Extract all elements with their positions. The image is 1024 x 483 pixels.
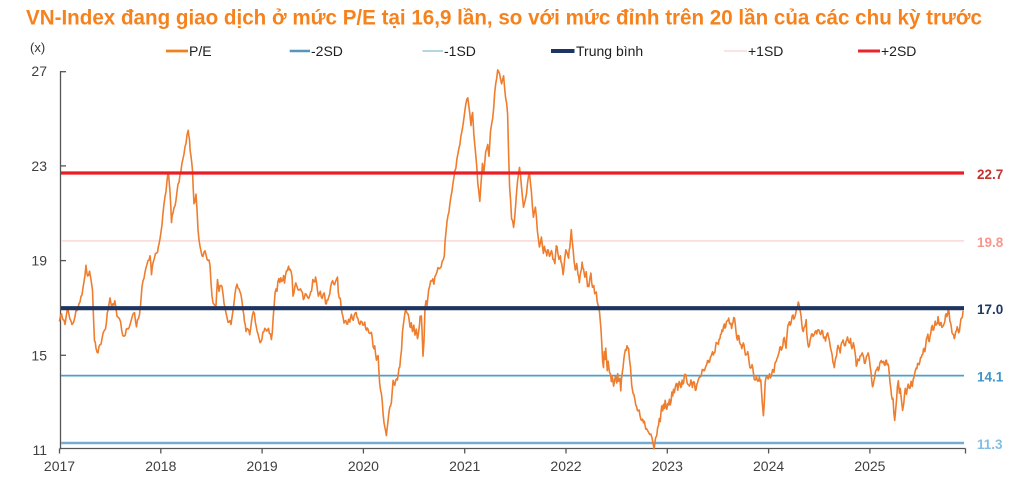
svg-text:19: 19 <box>31 253 47 269</box>
svg-text:11.3: 11.3 <box>977 437 1003 452</box>
svg-text:2021: 2021 <box>449 458 480 474</box>
svg-text:27: 27 <box>31 63 47 79</box>
svg-text:2020: 2020 <box>348 458 379 474</box>
svg-text:2025: 2025 <box>854 458 885 474</box>
svg-text:2017: 2017 <box>44 458 75 474</box>
svg-text:14.1: 14.1 <box>977 370 1004 385</box>
svg-text:2019: 2019 <box>247 458 278 474</box>
svg-text:22.7: 22.7 <box>977 167 1003 182</box>
svg-text:P/E: P/E <box>189 43 212 59</box>
svg-text:2018: 2018 <box>145 458 176 474</box>
svg-text:(x): (x) <box>30 40 45 55</box>
svg-text:+2SD: +2SD <box>881 43 916 59</box>
svg-text:2024: 2024 <box>753 458 784 474</box>
svg-text:-1SD: -1SD <box>444 43 476 59</box>
svg-text:2023: 2023 <box>652 458 683 474</box>
svg-text:Trung bình: Trung bình <box>576 43 643 59</box>
svg-text:-2SD: -2SD <box>311 43 343 59</box>
svg-text:15: 15 <box>31 347 47 363</box>
svg-text:11: 11 <box>32 442 47 458</box>
svg-text:23: 23 <box>31 158 47 174</box>
svg-text:17.0: 17.0 <box>977 302 1003 317</box>
svg-text:VN-Index đang giao dịch ở mức: VN-Index đang giao dịch ở mức P/E tại 16… <box>26 7 982 30</box>
svg-text:+1SD: +1SD <box>748 43 783 59</box>
svg-text:19.8: 19.8 <box>977 235 1004 250</box>
svg-text:2022: 2022 <box>550 458 581 474</box>
